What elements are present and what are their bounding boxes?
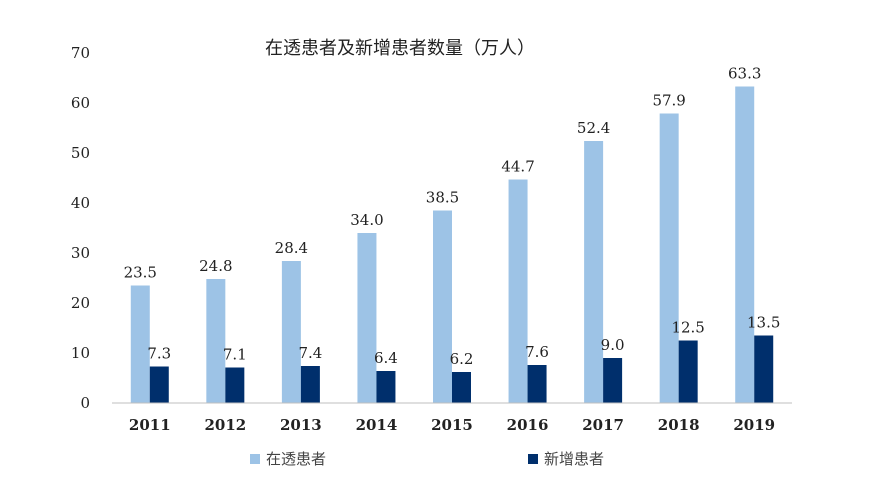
data-label-series-2: 7.3 xyxy=(147,345,171,363)
y-tick-label: 30 xyxy=(71,244,90,262)
data-label-series-2: 6.4 xyxy=(374,349,398,367)
bar-series-2 xyxy=(754,335,774,403)
data-label-series-1: 24.8 xyxy=(199,257,232,275)
bar-series-2 xyxy=(376,371,396,403)
legend-label-series-1: 在透患者 xyxy=(266,450,327,468)
x-axis: 2011 2012 2013 2014 2015 2016 2017 2018 2019 xyxy=(112,402,792,434)
bar-series-1 xyxy=(130,285,150,403)
data-label-series-2: 7.6 xyxy=(525,343,549,361)
bar-series-1 xyxy=(508,179,528,403)
data-label-series-2: 9.0 xyxy=(601,336,625,354)
data-label-series-2: 7.1 xyxy=(223,346,247,364)
data-label-series-2: 12.5 xyxy=(671,319,704,337)
legend-item-series-2: 新增患者 xyxy=(528,448,604,469)
bar-series-1 xyxy=(659,113,679,403)
x-tick-label: 2016 xyxy=(507,416,549,434)
data-label-series-1: 44.7 xyxy=(501,158,534,176)
y-tick-label: 70 xyxy=(71,44,90,62)
bar-series-1 xyxy=(584,141,604,403)
data-label-series-2: 13.5 xyxy=(747,314,780,332)
bar-series-2 xyxy=(678,340,698,403)
legend-swatch-series-2 xyxy=(528,453,538,464)
bar-series-1 xyxy=(735,86,755,403)
y-tick-label: 10 xyxy=(71,344,90,362)
x-tick-label: 2015 xyxy=(431,416,473,434)
bar-series-1 xyxy=(281,261,301,403)
bars-group: 23.5 7.3 24.8 7.1 28.4 7.4 34.0 6.4 38.5 6.2 44.7 7… xyxy=(124,65,780,403)
y-axis: 0 10 20 30 40 50 60 70 xyxy=(71,44,90,412)
data-label-series-1: 38.5 xyxy=(426,189,459,207)
x-tick-label: 2013 xyxy=(280,416,322,434)
legend-item-series-1: 在透患者 xyxy=(250,448,326,469)
y-tick-label: 40 xyxy=(71,194,90,212)
legend-swatch-series-1 xyxy=(250,453,260,464)
bar-series-2 xyxy=(149,366,169,403)
data-label-series-2: 7.4 xyxy=(298,344,322,362)
y-tick-label: 50 xyxy=(71,144,90,162)
bar-series-1 xyxy=(357,233,377,403)
x-tick-label: 2019 xyxy=(733,416,775,434)
y-tick-label: 20 xyxy=(71,294,90,312)
bar-series-1 xyxy=(206,279,226,403)
x-tick-label: 2017 xyxy=(582,416,624,434)
data-label-series-1: 23.5 xyxy=(124,264,157,282)
x-tick-label: 2018 xyxy=(658,416,700,434)
x-tick-label: 2014 xyxy=(356,416,398,434)
bar-series-1 xyxy=(433,210,452,403)
bar-series-2 xyxy=(603,358,623,403)
x-tick-label: 2012 xyxy=(204,416,246,434)
bar-series-2 xyxy=(452,372,471,403)
data-label-series-1: 34.0 xyxy=(350,211,383,229)
bar-series-2 xyxy=(527,365,547,403)
y-tick-label: 60 xyxy=(71,94,90,112)
data-label-series-1: 57.9 xyxy=(652,92,685,110)
y-tick-label: 0 xyxy=(80,394,90,412)
legend-label-series-2: 新增患者 xyxy=(544,450,605,468)
bar-series-2 xyxy=(300,366,320,403)
data-label-series-1: 52.4 xyxy=(577,119,610,137)
bar-series-2 xyxy=(225,367,245,403)
x-tick-label: 2011 xyxy=(129,416,171,434)
data-label-series-1: 28.4 xyxy=(275,239,308,257)
data-label-series-2: 6.2 xyxy=(450,350,474,368)
chart-title: 在透患者及新增患者数量（万人） xyxy=(265,38,535,59)
data-label-series-1: 63.3 xyxy=(728,65,761,83)
